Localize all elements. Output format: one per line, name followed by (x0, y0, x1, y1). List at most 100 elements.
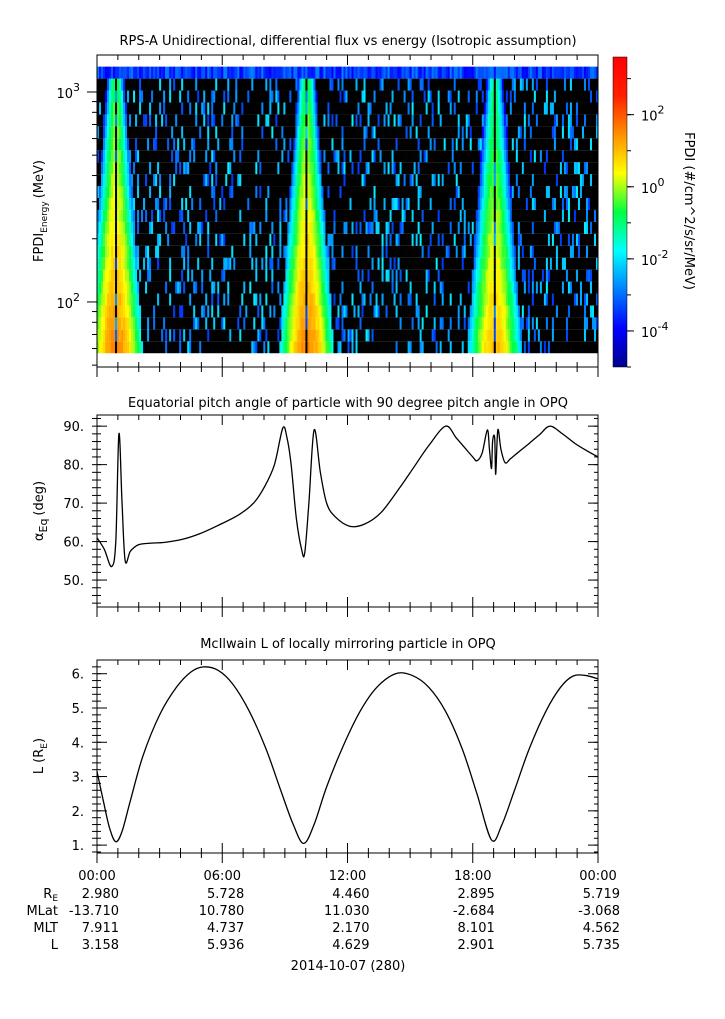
heatmap-cell (339, 281, 342, 294)
heatmap-cell (229, 197, 232, 210)
heatmap-cell (113, 174, 116, 187)
heatmap-cell (431, 257, 434, 270)
heatmap-cell (163, 150, 166, 163)
heatmap-cell (307, 281, 310, 294)
heatmap-cell (501, 221, 505, 234)
heatmap-cell (325, 186, 328, 198)
heatmap-cell (431, 209, 434, 222)
heatmap-cell (247, 329, 250, 342)
heatmap-cell (313, 174, 316, 187)
heatmap-cell (147, 293, 150, 306)
heatmap-cell (511, 126, 515, 139)
heatmap-cell (159, 150, 162, 163)
heatmap-cell (497, 245, 501, 258)
heatmap-cell (313, 257, 316, 270)
heatmap-cell (421, 174, 424, 187)
heatmap-cell (325, 221, 328, 234)
heatmap-cell (117, 269, 120, 282)
heatmap-cell (317, 186, 320, 198)
heatmap-cell (539, 221, 543, 234)
heatmap-cell (341, 138, 344, 151)
heatmap-cell (255, 341, 258, 354)
heatmap-cell (359, 186, 362, 198)
heatmap-cell (419, 305, 422, 318)
heatmap-cell (159, 293, 162, 306)
heatmap-cell (415, 305, 418, 318)
heatmap-cell (231, 329, 234, 342)
heatmap-cell (491, 174, 495, 187)
heatmap-cell (275, 269, 278, 282)
heatmap-cell (347, 329, 350, 342)
heatmap-cell (339, 317, 342, 330)
heatmap-cell (151, 126, 154, 139)
heatmap-cell (591, 305, 595, 318)
heatmap-cell (265, 317, 268, 330)
heatmap-cell (215, 245, 218, 258)
heatmap-cell (503, 293, 507, 306)
heatmap-cell (403, 329, 406, 342)
heatmap-cell (523, 174, 527, 187)
heatmap-cell (181, 209, 184, 222)
heatmap-cell (537, 329, 541, 342)
heatmap-cell (215, 317, 218, 330)
heatmap-cell (201, 174, 204, 187)
heatmap-cell (389, 114, 392, 127)
heatmap-cell (155, 209, 158, 222)
heatmap-cell (401, 233, 404, 246)
heatmap-cell (409, 293, 412, 306)
heatmap-cell (295, 174, 298, 187)
heatmap-cell (351, 197, 354, 210)
heatmap-cell (559, 257, 563, 270)
heatmap-cell (169, 341, 172, 354)
heatmap-cell (385, 281, 388, 294)
heatmap-cell (243, 329, 246, 342)
heatmap-cell (455, 150, 459, 163)
heatmap-cell (575, 162, 579, 175)
heatmap-cell (385, 114, 388, 127)
heatmap-cell (113, 138, 116, 151)
heatmap-cell (199, 114, 202, 127)
heatmap-cell (315, 317, 318, 330)
heatmap-cell (529, 293, 533, 306)
heatmap-cell (573, 138, 577, 151)
heatmap-cell (433, 221, 436, 234)
heatmap-cell (479, 174, 483, 187)
heatmap-cell (293, 269, 296, 282)
heatmap-cell (305, 197, 308, 210)
heatmap-cell (223, 138, 226, 151)
heatmap-cell (119, 150, 122, 163)
heatmap-cell (517, 317, 521, 330)
heatmap-cell (103, 162, 106, 175)
heatmap-cell (365, 174, 368, 187)
heatmap-cell (201, 162, 204, 175)
heatmap-cell (149, 245, 152, 258)
heatmap-cell (359, 162, 362, 175)
heatmap-cell (97, 114, 100, 127)
heatmap-cell (229, 281, 232, 294)
heatmap-cell (387, 341, 390, 354)
heatmap-cell (235, 257, 238, 270)
heatmap-cell (169, 233, 172, 246)
heatmap-cell (351, 186, 354, 198)
heatmap-cell (161, 209, 164, 222)
heatmap-cell (235, 269, 238, 282)
heatmap-cell (351, 126, 354, 139)
heatmap-cell (547, 233, 551, 246)
heatmap-cell (297, 329, 300, 342)
heatmap-cell (323, 269, 326, 282)
heatmap-cell (193, 126, 196, 139)
heatmap-cell (369, 197, 372, 210)
heatmap-cell (357, 162, 360, 175)
heatmap-cell (123, 209, 126, 222)
heatmap-cell (255, 257, 258, 270)
heatmap-cell (551, 138, 555, 151)
heatmap-cell (155, 138, 158, 151)
heatmap-cell (211, 162, 214, 175)
heatmap-cell (115, 281, 118, 294)
heatmap-cell (397, 150, 400, 163)
heatmap-cell (523, 221, 527, 234)
heatmap-cell (415, 293, 418, 306)
heatmap-cell (435, 209, 438, 222)
heatmap-cell (353, 245, 356, 258)
heatmap-cell (587, 341, 591, 354)
